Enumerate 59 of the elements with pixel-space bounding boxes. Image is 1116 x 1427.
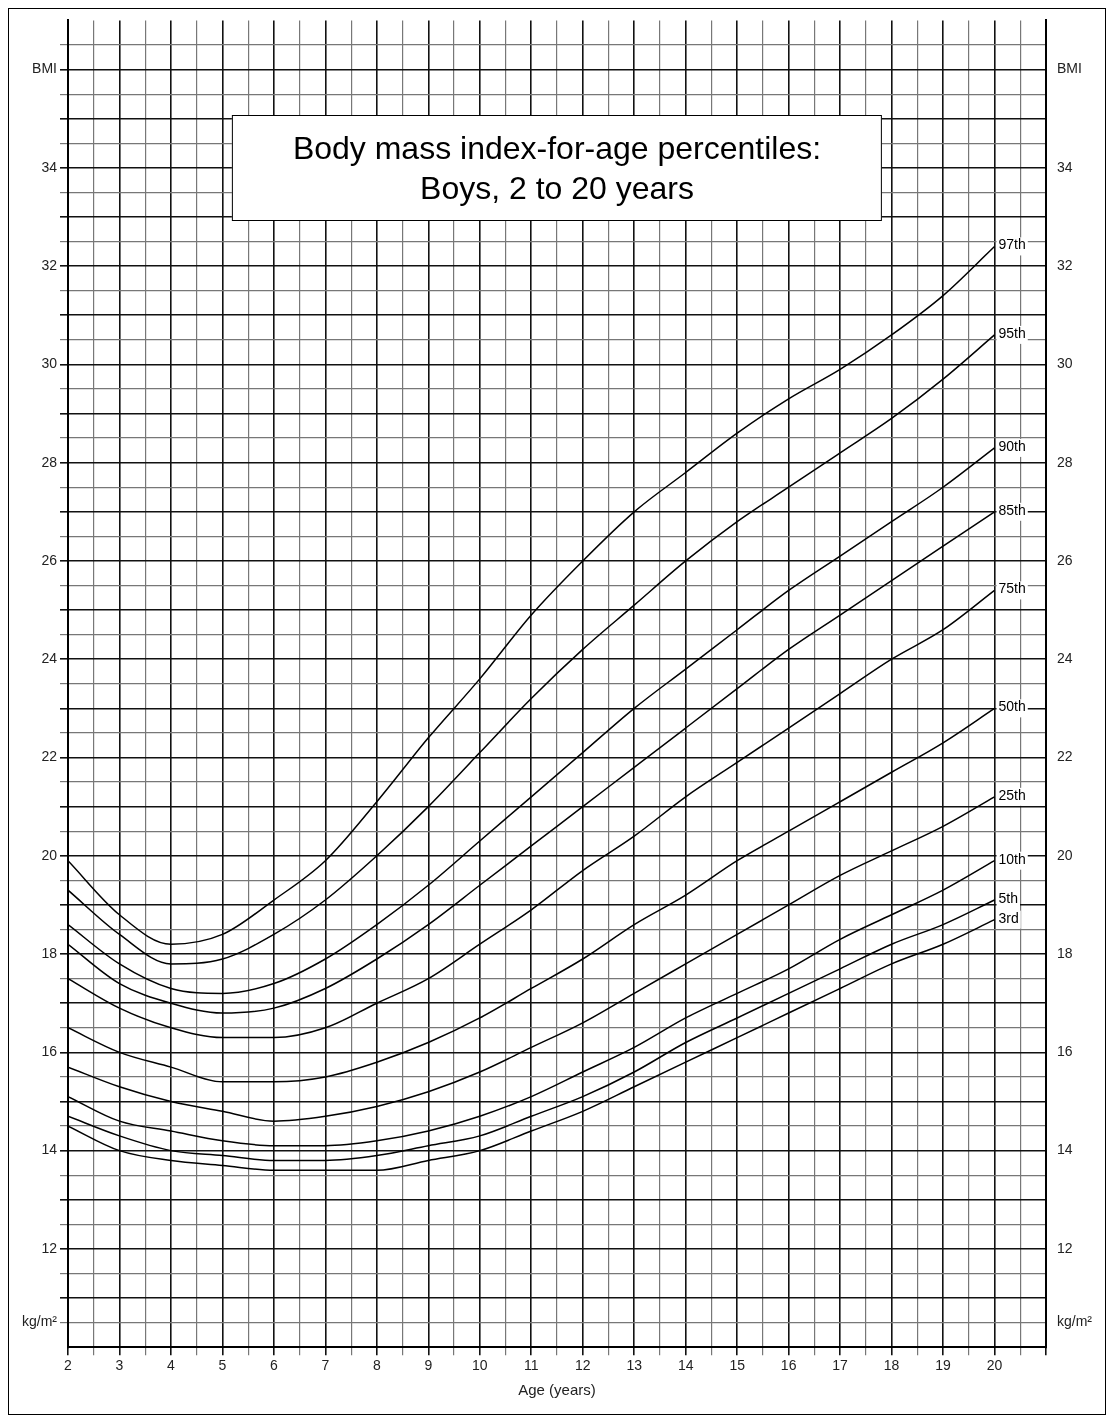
y-tick-label: 12 [41, 1239, 58, 1256]
y2-tick-label: 34 [1057, 158, 1073, 175]
series-label: 97th [998, 236, 1026, 253]
x-tick-label: 9 [424, 1357, 433, 1374]
y-tick-label: kg/m² [22, 1313, 58, 1330]
x-tick-label: 4 [167, 1357, 176, 1374]
x-tick-label: 14 [677, 1357, 694, 1374]
y2-tick-label: 30 [1057, 355, 1073, 372]
x-tick-label: 8 [372, 1357, 381, 1374]
x-tick-label: 20 [986, 1357, 1003, 1374]
y-tick-label: 16 [41, 1043, 58, 1060]
series-label: 10th [998, 850, 1026, 867]
y2-tick-label: 24 [1057, 650, 1073, 667]
series-label: 85th [998, 501, 1026, 518]
y2-tick-label: 14 [1057, 1141, 1073, 1158]
y-tick-label: 32 [41, 256, 58, 273]
x-tick-label: 7 [321, 1357, 330, 1374]
y-tick-label: 28 [41, 453, 58, 470]
y-tick-label: 14 [41, 1141, 58, 1158]
x-tick-label: 6 [270, 1357, 278, 1374]
y-tick-label: 22 [41, 748, 58, 765]
y-tick-label: BMI [32, 60, 57, 77]
y-tick-label: 30 [41, 355, 58, 372]
y2-tick-label: 12 [1057, 1239, 1073, 1256]
series-label: 95th [998, 324, 1026, 341]
series-label: 50th [998, 698, 1026, 715]
x-tick-label: 17 [832, 1357, 849, 1374]
x-tick-label: 19 [935, 1357, 952, 1374]
x-axis-title: Age (years) [518, 1381, 596, 1399]
y-tick-label: 20 [41, 846, 58, 863]
y2-tick-label: 18 [1057, 944, 1073, 961]
x-tick-label: 18 [883, 1357, 900, 1374]
x-tick-label: 5 [218, 1357, 227, 1374]
x-tick-label: 10 [472, 1357, 488, 1374]
x-tick-label: 15 [729, 1357, 746, 1374]
series-label: 90th [998, 437, 1026, 454]
x-tick-label: 13 [626, 1357, 643, 1374]
x-tick-label: 2 [64, 1357, 73, 1374]
x-tick-label: 12 [574, 1357, 591, 1374]
y2-tick-label: BMI [1057, 60, 1082, 77]
y2-tick-label: 20 [1057, 846, 1073, 863]
series-label: 25th [998, 786, 1026, 803]
title-panel: Body mass index-for-age percentiles: Boys, 2 to 20 years [231, 115, 883, 222]
y-tick-label: 24 [41, 650, 58, 667]
series-label: 5th [998, 889, 1018, 906]
y2-tick-label: 26 [1057, 551, 1073, 568]
series-label: 75th [998, 580, 1026, 597]
y-tick-label: 18 [41, 944, 58, 961]
x-tick-label: 3 [115, 1357, 124, 1374]
x-tick-label: 16 [780, 1357, 797, 1374]
y2-tick-label: 22 [1057, 748, 1073, 765]
series-label: 3rd [998, 909, 1019, 926]
x-tick-label: 11 [523, 1357, 539, 1374]
y-tick-label: 26 [41, 551, 58, 568]
y2-tick-label: 32 [1057, 256, 1073, 273]
y-tick-label: 34 [41, 158, 58, 175]
y2-tick-label: kg/m² [1057, 1313, 1093, 1330]
y2-tick-label: 16 [1057, 1043, 1073, 1060]
y2-tick-label: 28 [1057, 453, 1073, 470]
